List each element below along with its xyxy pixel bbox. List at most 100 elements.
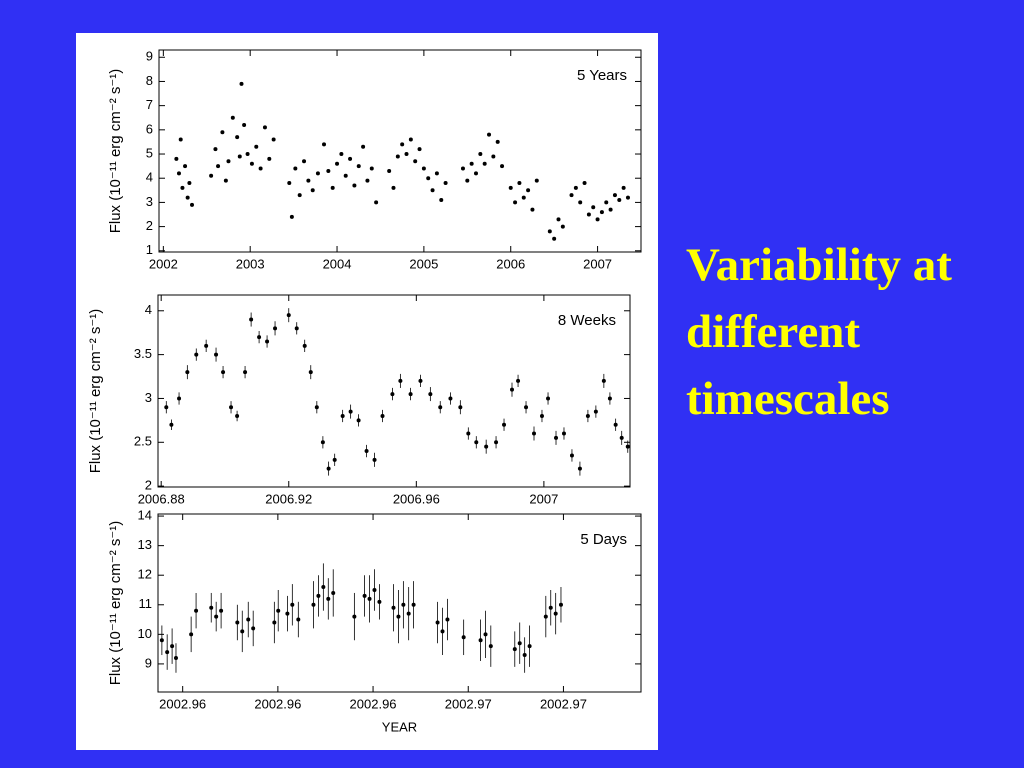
plot-frame [157, 513, 642, 693]
data-point [516, 378, 521, 383]
data-point [311, 602, 316, 607]
data-point [601, 378, 606, 383]
data-point [387, 168, 392, 173]
x-tick-label: 2006 [496, 256, 525, 271]
data-point [343, 173, 348, 178]
data-point [164, 405, 169, 410]
data-point [482, 161, 487, 166]
data-point [494, 440, 499, 445]
data-point [524, 405, 529, 410]
data-point [440, 629, 445, 634]
data-point [272, 620, 277, 625]
y-tick-label: 2 [146, 218, 153, 233]
y-tick-label: 2.5 [134, 434, 152, 449]
data-point [265, 339, 270, 344]
data-point [510, 387, 514, 392]
data-point [404, 152, 409, 157]
data-point [625, 195, 630, 200]
data-point [569, 193, 574, 198]
data-point [517, 181, 522, 186]
data-point [398, 378, 403, 383]
x-tick-label: 2004 [323, 256, 352, 271]
y-tick-label: 8 [146, 73, 153, 88]
data-point [185, 370, 190, 375]
data-point [308, 370, 313, 375]
y-tick-label: 4 [146, 170, 153, 185]
data-point [216, 164, 221, 169]
y-tick-label: 13 [138, 537, 152, 552]
data-point [374, 200, 379, 205]
data-point [561, 431, 566, 436]
data-point [488, 644, 493, 649]
data-point [223, 178, 228, 183]
y-axis-label: Flux (10⁻¹¹ erg cm⁻² s⁻¹) [107, 521, 124, 686]
data-point [487, 132, 492, 137]
data-point [377, 599, 382, 604]
data-point [604, 200, 609, 205]
data-point [326, 466, 331, 471]
data-point [249, 161, 254, 166]
data-point [287, 181, 292, 186]
data-point [495, 139, 500, 144]
data-point [229, 405, 234, 410]
data-point [434, 171, 439, 176]
data-point [257, 335, 262, 340]
data-point [595, 217, 600, 222]
data-point [517, 641, 522, 646]
data-point [621, 185, 626, 190]
data-point [391, 605, 396, 610]
data-point [219, 608, 224, 613]
data-point [214, 614, 219, 619]
y-tick-label: 10 [138, 626, 152, 641]
data-point [612, 193, 617, 198]
data-point [461, 635, 466, 640]
chart-annotation: 5 Years [577, 67, 627, 84]
data-point [483, 632, 488, 637]
data-point [582, 181, 587, 186]
data-point [527, 644, 532, 649]
x-tick-label: 2006.92 [265, 491, 312, 506]
data-point [443, 181, 448, 186]
x-tick-label: 2007 [529, 491, 558, 506]
y-tick-label: 3.5 [134, 346, 152, 361]
data-point [297, 193, 302, 198]
data-point [178, 137, 183, 142]
y-tick-label: 12 [138, 567, 152, 582]
data-point [625, 444, 630, 449]
data-point [315, 171, 320, 176]
y-tick-label: 4 [145, 302, 152, 317]
data-point [362, 593, 367, 598]
data-point [391, 185, 396, 190]
y-tick-label: 5 [146, 145, 153, 160]
data-point [554, 435, 559, 440]
data-point [418, 378, 423, 383]
data-point [180, 185, 185, 190]
data-point [560, 224, 565, 229]
y-tick-label: 6 [146, 121, 153, 136]
data-point [262, 125, 267, 130]
data-point [445, 617, 450, 622]
data-point [332, 457, 337, 462]
data-point [428, 392, 433, 397]
x-tick-label: 2002.96 [159, 696, 206, 711]
data-point [408, 137, 413, 142]
data-point [500, 164, 505, 169]
data-point [194, 352, 199, 357]
data-point [276, 608, 281, 613]
data-point [296, 617, 301, 622]
x-axis-label: YEAR [382, 719, 417, 734]
y-tick-label: 1 [146, 242, 153, 257]
y-tick-label: 2 [145, 478, 152, 493]
y-tick-label: 9 [146, 49, 153, 64]
data-point [352, 183, 357, 188]
data-point [356, 418, 361, 423]
x-tick-label: 2006.88 [138, 491, 185, 506]
data-point [478, 152, 483, 157]
data-point [599, 210, 604, 215]
data-point [367, 596, 372, 601]
data-point [310, 188, 315, 193]
data-point [289, 214, 294, 219]
data-point [331, 590, 336, 595]
data-point [408, 392, 413, 397]
